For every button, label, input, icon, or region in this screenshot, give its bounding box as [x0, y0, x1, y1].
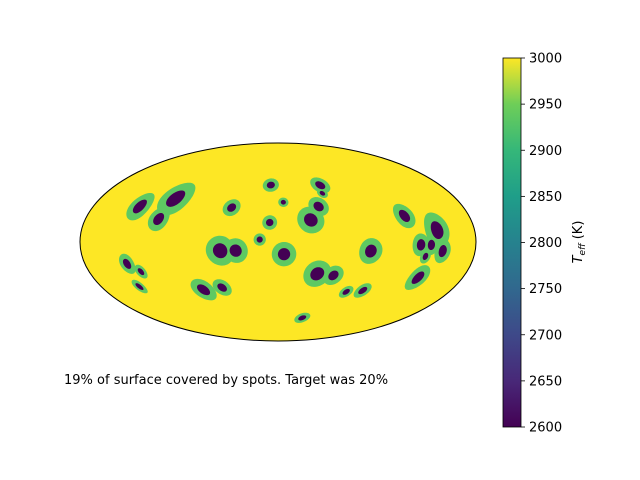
- spot-umbra: [153, 213, 165, 226]
- spot-umbra: [217, 283, 227, 292]
- spot-umbra: [137, 268, 145, 276]
- spot-umbra: [277, 248, 291, 261]
- colorbar-tick-label: 2900: [529, 144, 562, 159]
- spot-umbra: [427, 239, 436, 251]
- spot-umbra: [266, 181, 275, 189]
- spot-umbra: [256, 236, 263, 243]
- spot-umbra: [328, 270, 339, 281]
- spot-umbra: [122, 258, 132, 269]
- spot-umbra: [304, 213, 318, 227]
- colorbar-tick-label: 2750: [529, 282, 562, 297]
- colorbar-tick-label: 2950: [529, 98, 562, 113]
- spot-umbra: [398, 209, 411, 222]
- coverage-caption: 19% of surface covered by spots. Target …: [64, 373, 388, 388]
- colorbar-ticks: 3000 2950 2900 2850 2800 2750 2700 2650 2600: [521, 52, 562, 436]
- spot-umbra: [166, 190, 186, 207]
- spot-umbra: [310, 267, 325, 281]
- map-outline: [79, 142, 477, 342]
- spot-umbra: [298, 315, 307, 321]
- spot-umbra: [416, 239, 426, 251]
- colorbar-gradient: [502, 57, 522, 428]
- colorbar-tick-label: 2800: [529, 236, 562, 251]
- colorbar-tick-label: 3000: [529, 52, 562, 67]
- spot-umbra: [342, 288, 350, 295]
- spot-umbra: [315, 181, 326, 190]
- spot-umbra: [280, 199, 286, 205]
- spot-umbra: [132, 199, 147, 214]
- spot-umbra: [319, 190, 326, 196]
- spot-umbra: [227, 203, 237, 212]
- spot-umbra: [212, 243, 228, 259]
- spot-umbra: [135, 283, 144, 290]
- spot-umbra: [438, 245, 447, 258]
- colorbar-tick-label: 2850: [529, 190, 562, 205]
- surface-map: [79, 142, 477, 342]
- spot-umbra: [229, 244, 242, 257]
- colorbar-label: Teff (K): [571, 221, 588, 264]
- spot-umbra: [313, 201, 324, 212]
- colorbar: 3000 2950 2900 2850 2800 2750 2700 2650 2600 Tef…: [502, 52, 588, 436]
- colorbar-tick-label: 2650: [529, 374, 562, 389]
- spot-umbra: [266, 218, 274, 227]
- colorbar-tick-label: 2700: [529, 328, 562, 343]
- spot-umbra: [422, 252, 429, 260]
- spot-umbra: [197, 284, 211, 296]
- colorbar-tick-label: 2600: [529, 421, 562, 436]
- umbra-layer: [122, 181, 447, 321]
- spot-umbra: [430, 221, 444, 240]
- spot-umbra: [365, 244, 377, 258]
- spot-umbra: [358, 286, 368, 295]
- spot-umbra: [411, 271, 425, 284]
